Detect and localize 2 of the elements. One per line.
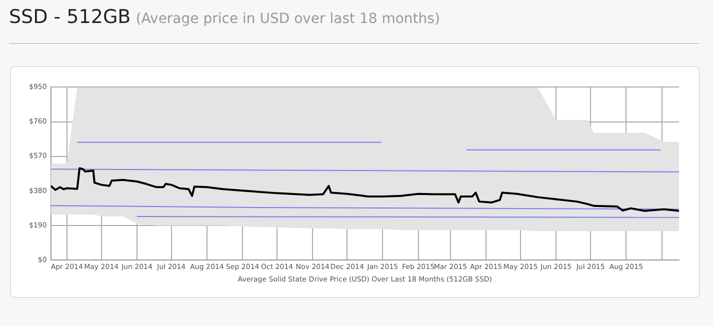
- chart-title: SSD - 512GB: [9, 6, 131, 28]
- chart-subtitle: (Average price in USD over last 18 months): [136, 11, 440, 27]
